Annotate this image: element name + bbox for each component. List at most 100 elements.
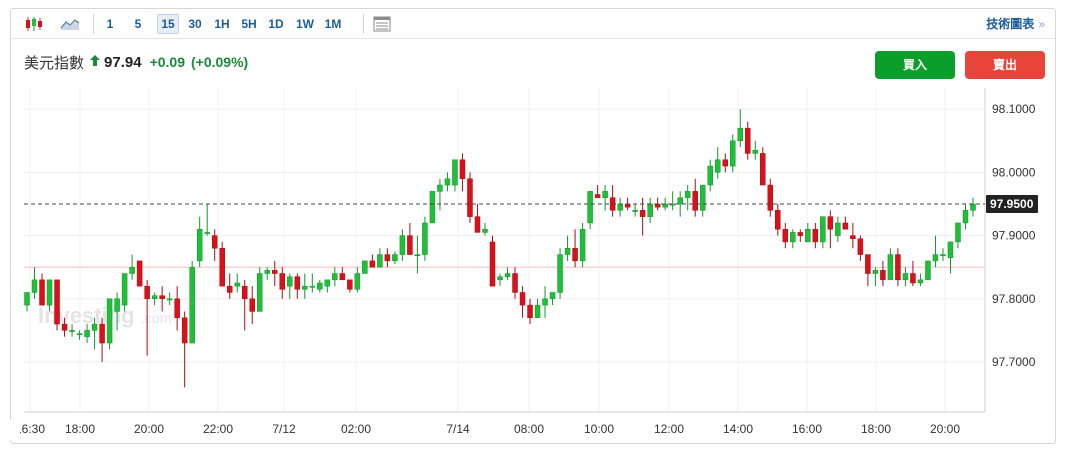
candle-body [880, 270, 886, 281]
candle-body [437, 184, 443, 192]
candle-body [347, 279, 353, 290]
timeframe-30[interactable]: 30 [188, 17, 202, 31]
timeframe-1[interactable]: 1 [106, 17, 114, 31]
y-tick-label: 98.1000 [992, 102, 1036, 116]
candle-body [459, 159, 466, 179]
candle-body [857, 238, 864, 255]
candle-body [91, 323, 98, 331]
candle-body [429, 191, 436, 224]
candle-body [309, 285, 316, 288]
candle-body [189, 266, 195, 344]
candle-body [452, 159, 458, 186]
candle-body [69, 330, 75, 332]
candle-body [294, 276, 301, 290]
candle-body [617, 203, 623, 211]
candle-body [820, 216, 826, 243]
timeframe-5h[interactable]: 5H [241, 17, 257, 31]
candle-body [204, 232, 210, 234]
buy-button[interactable]: 買入 [875, 51, 955, 79]
candle-body [497, 276, 503, 281]
candle-body [895, 254, 901, 281]
candle-body [542, 298, 548, 306]
candle-body [226, 285, 233, 293]
candle-body [211, 235, 218, 249]
candle-body [369, 260, 376, 268]
candle-body [925, 260, 931, 281]
candle-body [737, 127, 744, 142]
candle-body [24, 292, 30, 306]
candle-body [54, 279, 60, 325]
candle-body [384, 254, 391, 262]
candle-body [377, 254, 383, 268]
candle-body [219, 247, 225, 287]
candle-body [196, 229, 203, 262]
candle-body [467, 178, 473, 217]
candle-body [917, 279, 924, 284]
table-icon[interactable] [371, 14, 393, 34]
x-tick-label: 10:00 [584, 422, 614, 436]
candle-body [699, 184, 706, 211]
technical-chart-link[interactable]: 技術圖表» [986, 15, 1045, 32]
candle-body [534, 304, 541, 319]
candle-body [564, 247, 571, 255]
candle-body [572, 247, 578, 262]
candle-body [324, 279, 331, 287]
candle-body [339, 273, 346, 281]
candle-body [249, 298, 255, 312]
candle-body [422, 222, 428, 255]
up-arrow-icon [90, 55, 101, 69]
candle-body [745, 127, 751, 154]
candle-body [272, 270, 278, 274]
axis-mask [0, 420, 20, 440]
candle-body [940, 254, 946, 257]
sell-button[interactable]: 賣出 [965, 51, 1045, 79]
candle-body [256, 273, 263, 312]
candle-body [842, 222, 849, 230]
line-chart-icon[interactable] [59, 14, 81, 34]
candle-body [317, 282, 323, 290]
candle-body [362, 260, 368, 274]
candle-body [444, 178, 451, 186]
candle-body [474, 216, 481, 233]
candle-body [827, 216, 834, 230]
candle-body [602, 191, 608, 198]
candle-body [39, 279, 45, 306]
price-change: +0.09 [149, 54, 185, 70]
candle-body [166, 298, 173, 301]
toolbar-divider [363, 14, 364, 34]
candle-body [181, 317, 188, 344]
candle-body [955, 222, 961, 243]
candle-body [805, 229, 811, 243]
current-price-badge [986, 195, 1038, 213]
candlestick-icon[interactable] [23, 14, 45, 34]
candle-body [114, 298, 120, 312]
candle-body [782, 229, 789, 243]
candle-body [970, 203, 976, 211]
candle-body [707, 165, 713, 186]
x-tick-label: 20:00 [930, 422, 960, 436]
candle-body [775, 210, 781, 230]
candle-body [121, 273, 128, 306]
y-tick-label: 97.7000 [992, 355, 1036, 369]
timeframe-1w[interactable]: 1W [296, 17, 314, 31]
candle-body [677, 197, 683, 205]
x-tick-label: 7/12 [272, 422, 296, 436]
x-tick-label: 02:00 [341, 422, 371, 436]
y-tick-label: 98.0000 [992, 165, 1036, 179]
candle-body [174, 298, 180, 319]
timeframe-1d[interactable]: 1D [268, 17, 284, 31]
candle-body [519, 292, 526, 306]
x-tick-label: 16:00 [792, 422, 822, 436]
x-tick-label: 18:00 [861, 422, 891, 436]
candle-body [910, 273, 916, 284]
candle-body [287, 276, 293, 287]
timeframe-5[interactable]: 5 [134, 17, 142, 31]
timeframe-1h[interactable]: 1H [214, 17, 230, 31]
candle-body [887, 254, 894, 281]
candle-body [61, 323, 68, 331]
candle-body [835, 222, 841, 236]
current-price-label: 97.9500 [990, 197, 1034, 211]
timeframe-15[interactable]: 15 [157, 14, 179, 34]
timeframe-1m[interactable]: 1M [324, 17, 342, 31]
candle-body [767, 184, 774, 211]
